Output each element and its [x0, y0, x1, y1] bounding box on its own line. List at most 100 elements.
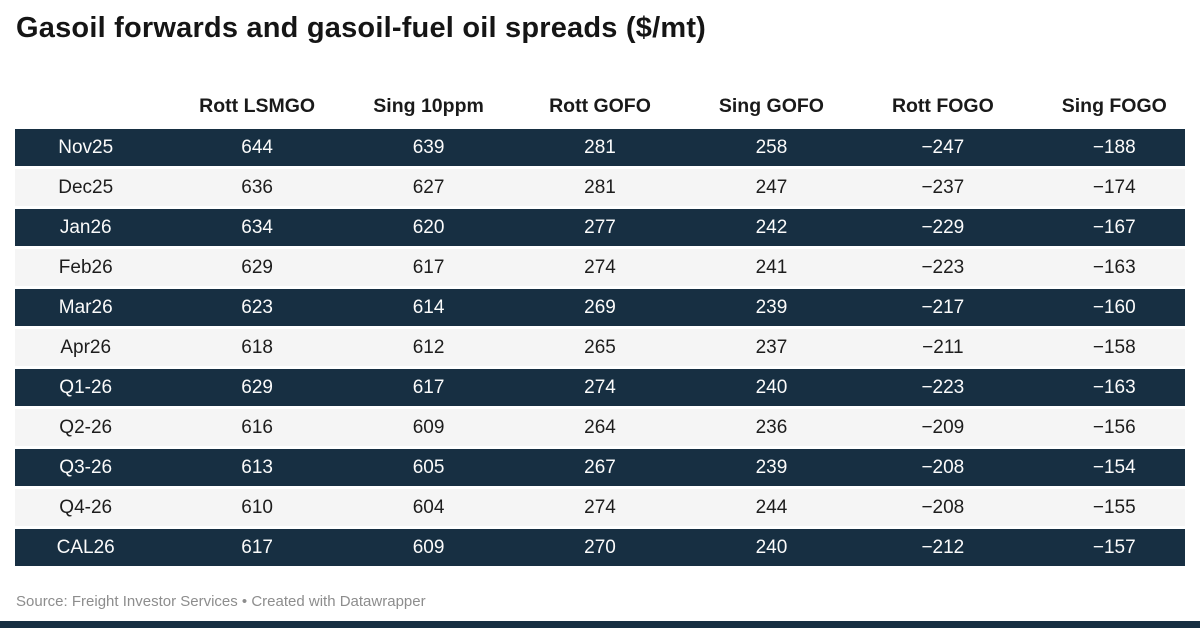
- row-cells: Q3-26 613 605 267 239 −208 −154: [0, 449, 1200, 486]
- cell: −247: [921, 137, 965, 158]
- row-cells: Jan26 634 620 277 242 −229 −167: [0, 209, 1200, 246]
- cell: 274: [584, 377, 616, 398]
- cell: −156: [1092, 417, 1136, 438]
- cell: 240: [755, 377, 788, 398]
- cell: 618: [241, 337, 273, 358]
- row-background-light: [15, 169, 1185, 206]
- cell: −163: [1092, 257, 1136, 278]
- table-header-row: Rott LSMGO Sing 10ppm Rott GOFO Sing GOFO Ro…: [0, 84, 1200, 118]
- row-label: Dec25: [58, 177, 114, 198]
- table-row: Feb26 629 617 274 241 −223 −163: [0, 249, 1200, 286]
- table-row: Jan26 634 620 277 242 −229 −167: [0, 209, 1200, 246]
- cell: −160: [1092, 297, 1136, 318]
- row-label: Nov25: [58, 137, 114, 158]
- row-label: Q2-26: [59, 417, 113, 438]
- header-cell: Rott GOFO: [549, 95, 651, 117]
- cell: −208: [921, 457, 965, 478]
- cell: 610: [241, 497, 273, 518]
- row-background-dark: [15, 209, 1185, 246]
- cell: 281: [584, 137, 616, 158]
- header-cell: Rott LSMGO: [199, 95, 316, 117]
- cell: 270: [584, 537, 616, 558]
- cell: 605: [412, 457, 445, 478]
- cell: −211: [922, 337, 964, 358]
- cell: 629: [241, 257, 273, 278]
- cell: 644: [241, 137, 273, 158]
- source-attribution: Source: Freight Investor Services • Crea…: [16, 593, 426, 610]
- row-cells: Nov25 644 639 281 258 −247 −188: [0, 129, 1200, 166]
- cell: 244: [755, 497, 788, 518]
- cell: −223: [921, 377, 965, 398]
- cell: 269: [584, 297, 616, 318]
- cell: −208: [921, 497, 965, 518]
- cell: 612: [412, 337, 445, 358]
- header-cell: Sing 10ppm: [373, 95, 484, 117]
- table-row: CAL26 617 609 270 240 −212 −157: [0, 529, 1200, 566]
- cell: 639: [412, 137, 445, 158]
- cell: 627: [412, 177, 445, 198]
- header-cell: Sing FOGO: [1061, 95, 1167, 117]
- row-background-light: [15, 489, 1185, 526]
- cell: 617: [412, 377, 445, 398]
- table-row: Q2-26 616 609 264 236 −209 −156: [0, 409, 1200, 446]
- cell: 236: [755, 417, 788, 438]
- header-cell: Rott FOGO: [891, 95, 994, 117]
- cell: 604: [412, 497, 445, 518]
- cell: 616: [241, 417, 273, 438]
- cell: 609: [412, 417, 445, 438]
- cell: 623: [241, 297, 273, 318]
- row-background-light: [15, 409, 1185, 446]
- row-background-dark: [15, 449, 1185, 486]
- cell: 614: [412, 297, 445, 318]
- cell: −157: [1092, 537, 1136, 558]
- row-cells: Dec25 636 627 281 247 −237 −174: [0, 169, 1200, 206]
- cell: −174: [1092, 177, 1136, 198]
- cell: 274: [584, 257, 616, 278]
- cell: −188: [1092, 137, 1136, 158]
- row-cells: Apr26 618 612 265 237 −211 −158: [0, 329, 1200, 366]
- cell: 265: [584, 337, 616, 358]
- cell: 636: [241, 177, 273, 198]
- row-cells: Q1-26 629 617 274 240 −223 −163: [0, 369, 1200, 406]
- cell: 242: [755, 217, 788, 238]
- cell: 620: [412, 217, 445, 238]
- cell: 239: [755, 457, 788, 478]
- cell: −223: [921, 257, 965, 278]
- row-background-dark: [15, 369, 1185, 406]
- cell: 281: [584, 177, 616, 198]
- cell: 240: [755, 537, 788, 558]
- row-label: Feb26: [58, 257, 113, 278]
- cell: 264: [584, 417, 616, 438]
- table-row: Q4-26 610 604 274 244 −208 −155: [0, 489, 1200, 526]
- cell: 613: [241, 457, 273, 478]
- cell: −217: [921, 297, 965, 318]
- cell: 274: [584, 497, 616, 518]
- cell: 239: [755, 297, 788, 318]
- row-label: CAL26: [56, 537, 115, 558]
- row-cells: Mar26 623 614 269 239 −217 −160: [0, 289, 1200, 326]
- cell: 237: [755, 337, 788, 358]
- cell: 617: [241, 537, 273, 558]
- row-label: Mar26: [58, 297, 113, 318]
- header-cell: Sing GOFO: [718, 95, 824, 117]
- cell: 277: [584, 217, 616, 238]
- table-row: Q3-26 613 605 267 239 −208 −154: [0, 449, 1200, 486]
- bottom-accent-bar: [0, 621, 1200, 628]
- table-row: Apr26 618 612 265 237 −211 −158: [0, 329, 1200, 366]
- cell: −158: [1092, 337, 1136, 358]
- table-row: Nov25 644 639 281 258 −247 −188: [0, 129, 1200, 166]
- cell: −155: [1092, 497, 1136, 518]
- row-cells: Feb26 629 617 274 241 −223 −163: [0, 249, 1200, 286]
- row-cells: Q2-26 616 609 264 236 −209 −156: [0, 409, 1200, 446]
- chart-title: Gasoil forwards and gasoil-fuel oil spre…: [16, 12, 707, 44]
- table-row: Q1-26 629 617 274 240 −223 −163: [0, 369, 1200, 406]
- cell: 609: [412, 537, 445, 558]
- row-background-dark: [15, 529, 1185, 566]
- table-body: Nov25 644 639 281 258 −247 −188 Dec25 636 627 281 2…: [0, 129, 1200, 569]
- cell: 258: [755, 137, 788, 158]
- cell: −163: [1092, 377, 1136, 398]
- cell: −229: [921, 217, 965, 238]
- row-label: Q3-26: [59, 457, 113, 478]
- row-label: Apr26: [60, 337, 112, 358]
